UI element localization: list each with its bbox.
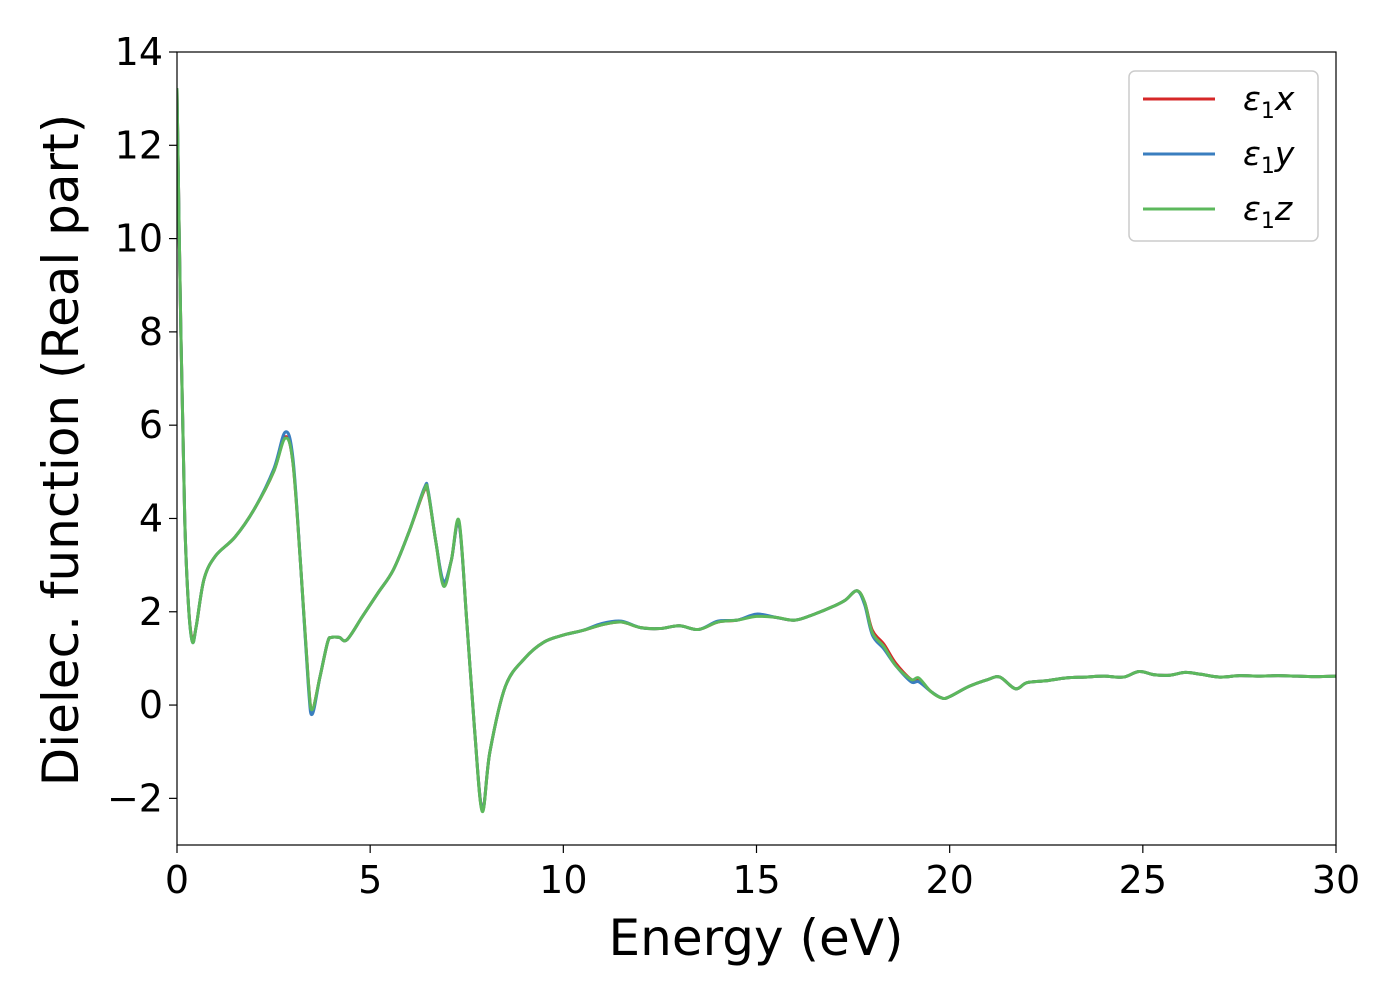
- series-line-z: [177, 87, 1336, 813]
- series-layer: [177, 87, 1336, 813]
- x-tick-label: 30: [1312, 858, 1360, 902]
- y-tick-label: 10: [115, 217, 163, 261]
- x-tick-label: 5: [358, 858, 382, 902]
- y-tick-label: 4: [139, 496, 163, 540]
- x-axis: 0 5 10 15 20 25 30: [165, 845, 1360, 902]
- y-tick-label: 2: [139, 590, 163, 634]
- y-axis-title: Dielec. function (Real part): [32, 114, 90, 786]
- y-axis: −2 0 2 4 6 8 10 12 14: [107, 30, 177, 820]
- x-axis-title: Energy (eV): [609, 909, 904, 967]
- x-tick-label: 25: [1119, 858, 1167, 902]
- x-tick-label: 20: [925, 858, 973, 902]
- x-tick-label: 0: [165, 858, 189, 902]
- legend: ε1x ε1y ε1z: [1128, 70, 1319, 242]
- y-tick-label: 0: [139, 683, 163, 727]
- y-tick-label: −2: [107, 776, 163, 820]
- y-tick-label: 6: [139, 403, 163, 447]
- y-tick-label: 14: [115, 30, 163, 74]
- legend-label-x: ε1x: [1243, 79, 1295, 124]
- x-tick-label: 15: [732, 858, 780, 902]
- legend-label-y: ε1y: [1243, 134, 1295, 179]
- legend-label-z: ε1z: [1243, 189, 1293, 234]
- y-tick-label: 8: [139, 310, 163, 354]
- x-tick-label: 10: [539, 858, 587, 902]
- y-tick-label: 12: [115, 123, 163, 167]
- legend-box: [1128, 70, 1319, 242]
